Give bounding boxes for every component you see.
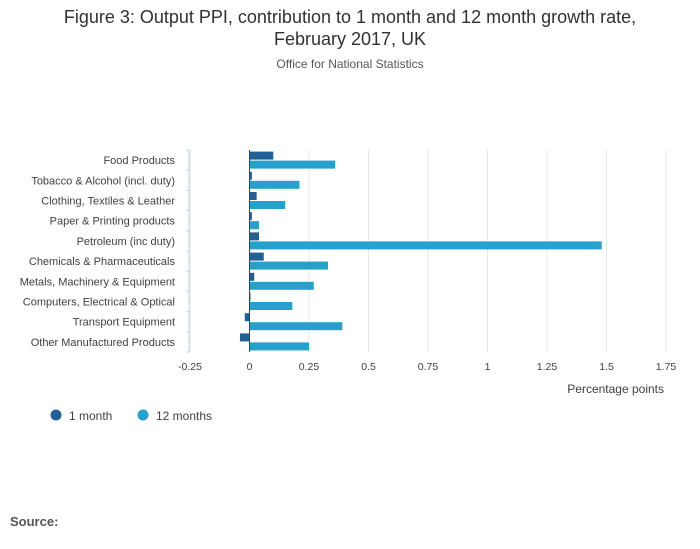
legend-marker-0 bbox=[50, 409, 62, 421]
category-label-3: Paper & Printing products bbox=[50, 216, 176, 228]
chart-subtitle: Office for National Statistics bbox=[276, 57, 424, 71]
bar-1-month-3 bbox=[249, 212, 252, 221]
x-tick-label-0: -0.25 bbox=[178, 361, 202, 373]
bar-12-months-4 bbox=[249, 241, 602, 250]
chart-title-line-2: February 2017, UK bbox=[273, 29, 427, 49]
category-label-5: Chemicals & Pharmaceuticals bbox=[29, 256, 176, 268]
category-label-2: Clothing, Textiles & Leather bbox=[41, 196, 175, 208]
bar-12-months-5 bbox=[249, 261, 329, 270]
legend-marker-1 bbox=[137, 409, 149, 421]
bar-12-months-7 bbox=[249, 302, 293, 310]
x-tick-label-8: 1.75 bbox=[656, 361, 677, 373]
bar-1-month-6 bbox=[249, 272, 255, 281]
x-axis-title: Percentage points bbox=[567, 382, 664, 396]
bar-12-months-0 bbox=[249, 160, 336, 169]
x-tick-label-5: 1 bbox=[485, 361, 491, 373]
legend-label-0: 1 month bbox=[69, 409, 112, 423]
category-label-8: Transport Equipment bbox=[73, 317, 175, 329]
bar-1-month-8 bbox=[244, 313, 250, 322]
bar-1-month-2 bbox=[249, 192, 257, 200]
x-tick-label-2: 0.25 bbox=[299, 361, 320, 373]
x-tick-label-7: 1.5 bbox=[599, 361, 614, 373]
x-tick-label-4: 0.75 bbox=[418, 361, 439, 373]
legend-label-1: 12 months bbox=[156, 409, 212, 423]
bar-1-month-4 bbox=[249, 232, 260, 241]
source-label: Source: bbox=[10, 514, 59, 529]
bar-12-months-9 bbox=[249, 342, 309, 351]
category-label-1: Tobacco & Alcohol (incl. duty) bbox=[31, 175, 175, 187]
bar-1-month-0 bbox=[249, 151, 274, 160]
chart-title-line-1: Figure 3: Output PPI, contribution to 1 … bbox=[63, 7, 637, 27]
x-tick-label-3: 0.5 bbox=[361, 361, 376, 373]
category-label-4: Petroleum (inc duty) bbox=[77, 236, 175, 248]
category-label-6: Metals, Machinery & Equipment bbox=[20, 276, 175, 288]
category-label-9: Other Manufactured Products bbox=[31, 337, 176, 349]
bar-1-month-1 bbox=[249, 171, 252, 180]
bar-12-months-6 bbox=[249, 281, 314, 290]
bar-1-month-5 bbox=[249, 252, 264, 261]
x-tick-label-1: 0 bbox=[247, 361, 253, 373]
bar-12-months-8 bbox=[249, 322, 343, 331]
category-label-0: Food Products bbox=[103, 155, 175, 167]
category-label-7: Computers, Electrical & Optical bbox=[23, 297, 175, 309]
x-tick-label-6: 1.25 bbox=[537, 361, 558, 373]
bar-12-months-2 bbox=[249, 201, 286, 209]
bar-1-month-9 bbox=[239, 333, 250, 342]
chart-title: Figure 3: Output PPI, contribution to 1 … bbox=[0, 6, 700, 50]
bar-12-months-3 bbox=[249, 221, 260, 230]
bar-12-months-1 bbox=[249, 180, 300, 189]
